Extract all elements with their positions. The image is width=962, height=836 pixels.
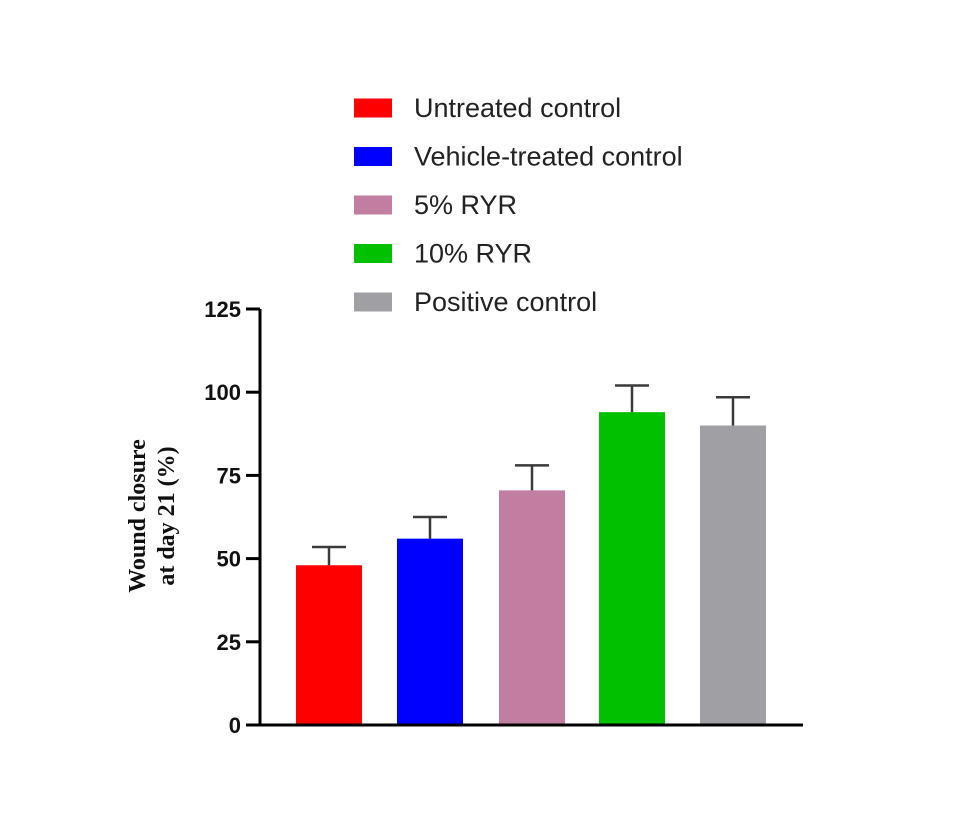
legend: Untreated control Vehicle-treated control… [354, 93, 683, 317]
error-bar [413, 515, 447, 539]
y-tick-label: 25 [217, 630, 241, 655]
bar [296, 565, 362, 725]
bars [296, 412, 766, 725]
legend-item: Positive control [354, 287, 597, 317]
error-bar [716, 395, 750, 426]
legend-label: 5% RYR [414, 190, 517, 220]
legend-item: Untreated control [354, 93, 621, 123]
y-tick-label: 75 [217, 463, 241, 488]
y-axis-label-line-1: Wound closure [125, 439, 151, 593]
bar [599, 412, 665, 725]
legend-label: Untreated control [414, 93, 621, 123]
bar [397, 538, 463, 725]
legend-item: Vehicle-treated control [354, 142, 683, 172]
legend-label: Positive control [414, 287, 597, 317]
bar [700, 425, 766, 725]
bar [499, 490, 565, 725]
legend-item: 5% RYR [354, 190, 517, 220]
y-tick-label: 50 [217, 547, 241, 572]
legend-swatch [354, 244, 392, 263]
legend-label: Vehicle-treated control [414, 142, 683, 172]
legend-swatch [354, 292, 392, 312]
axes [258, 309, 803, 727]
error-bar [312, 545, 346, 566]
legend-item: 10% RYR [354, 239, 532, 269]
legend-swatch [354, 195, 392, 215]
y-axis-label: Wound closure at day 21 (%) [125, 439, 180, 593]
y-axis-label-line-2: at day 21 (%) [154, 446, 180, 585]
y-tick-label: 100 [204, 380, 241, 405]
legend-label: 10% RYR [414, 239, 532, 269]
legend-swatch [354, 147, 392, 166]
y-tick-label: 0 [229, 713, 241, 738]
legend-swatch [354, 98, 392, 118]
y-ticks: 0 25 50 75 100 125 [204, 297, 260, 738]
y-tick-label: 125 [204, 297, 241, 322]
error-bars [312, 384, 750, 566]
error-bar [515, 464, 549, 491]
error-bar [615, 384, 649, 413]
